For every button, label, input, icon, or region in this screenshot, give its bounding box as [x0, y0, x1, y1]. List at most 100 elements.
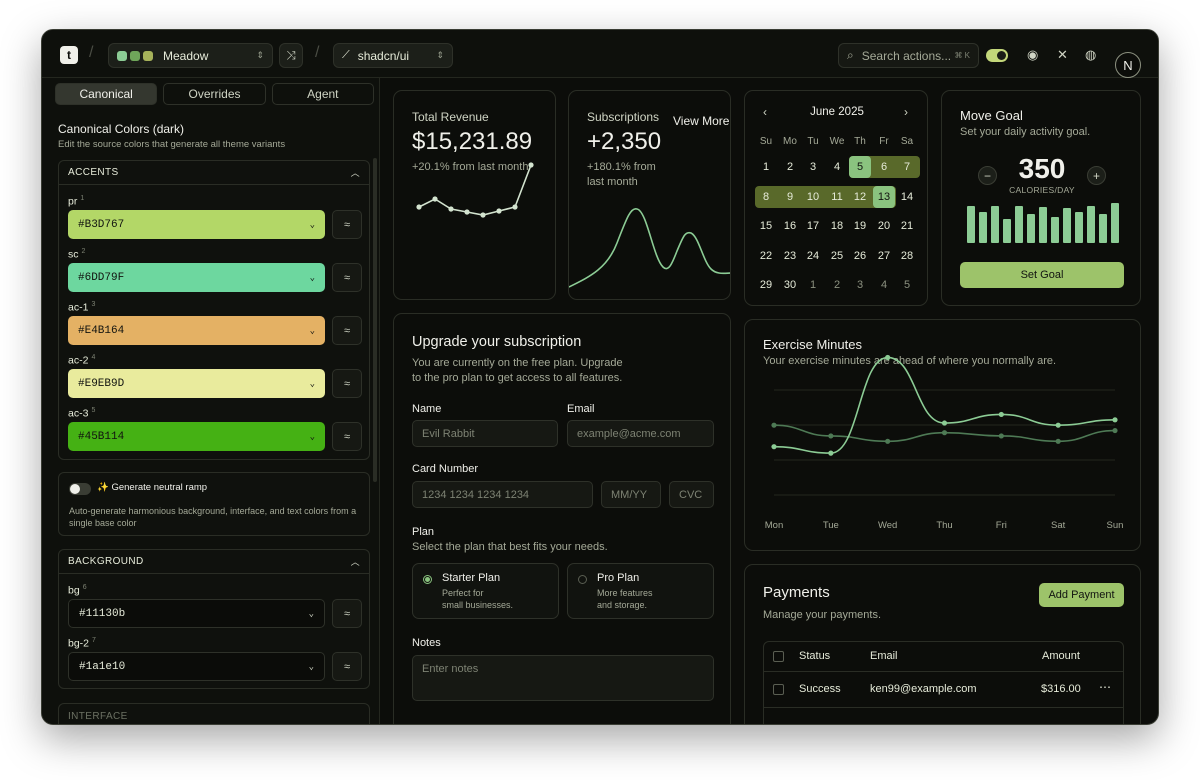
exercise-point — [885, 354, 891, 361]
calendar-day[interactable]: 7 — [903, 161, 911, 173]
plan-option-starter[interactable]: Starter Plan Perfect for small businesses… — [412, 563, 559, 619]
color-value-select[interactable]: #B3D767 ⌄ — [68, 210, 325, 239]
calendar-day[interactable]: 3 — [809, 161, 817, 173]
calendar-day[interactable]: 10 — [806, 190, 820, 203]
set-goal-button[interactable]: Set Goal — [960, 262, 1124, 288]
calendar-day[interactable]: 4 — [880, 279, 888, 291]
calendar-day[interactable]: 4 — [833, 161, 841, 173]
registry-selector[interactable]: ⟋ shadcn/ui ⇕ — [333, 43, 453, 68]
cvc-placeholder: CVC — [679, 488, 703, 501]
color-options-button[interactable]: ≈ — [332, 599, 362, 628]
calendar-day[interactable]: 1 — [762, 161, 770, 173]
color-value-select[interactable]: #11130b ⌄ — [68, 599, 325, 628]
color-options-button[interactable]: ≈ — [332, 316, 362, 345]
github-icon[interactable]: ◉ — [1027, 47, 1039, 62]
card-number-input[interactable]: 1234 1234 1234 1234 — [412, 481, 593, 508]
calendar-day[interactable]: 20 — [877, 220, 891, 232]
color-options-button[interactable]: ≈ — [332, 210, 362, 239]
color-value-select[interactable]: #E4B164 ⌄ — [68, 316, 325, 345]
cvc-input[interactable]: CVC — [669, 481, 714, 508]
interface-header[interactable]: INTERFACE — [59, 704, 369, 724]
notes-textarea[interactable]: Enter notes — [412, 655, 714, 701]
calendar-day[interactable]: 14 — [900, 190, 914, 203]
color-value-select[interactable]: #6DD79F ⌄ — [68, 263, 325, 292]
calendar-day[interactable]: 2 — [786, 161, 794, 173]
radio-unselected[interactable] — [578, 575, 587, 584]
upgrade-desc-1: You are currently on the free plan. Upgr… — [412, 357, 623, 369]
discord-icon[interactable]: ◍ — [1085, 47, 1097, 62]
color-value-select[interactable]: #45B114 ⌄ — [68, 422, 325, 451]
calendar-day[interactable]: 12 — [853, 190, 867, 203]
color-label-text: bg-2 — [68, 637, 90, 650]
shuffle-button[interactable]: ⤨ — [279, 43, 303, 68]
col-amount[interactable]: Amount — [1042, 650, 1080, 662]
calendar-day[interactable]: 25 — [830, 249, 844, 262]
col-status[interactable]: Status — [799, 650, 831, 662]
section-title: INTERFACE — [68, 710, 128, 722]
email-input[interactable]: example@acme.com — [567, 420, 714, 447]
subscriptions-title: Subscriptions — [587, 110, 660, 124]
more-icon[interactable]: ⋯ — [1099, 680, 1111, 694]
calendar-day[interactable]: 13 — [873, 185, 895, 208]
next-month-button[interactable]: › — [904, 105, 908, 119]
view-more-link[interactable]: View More — [673, 114, 730, 128]
color-value-select[interactable]: #1a1e10 ⌄ — [68, 652, 325, 681]
calendar-day[interactable]: 5 — [849, 156, 871, 178]
calendar-day[interactable]: 21 — [900, 220, 914, 232]
calendar-day[interactable]: 6 — [880, 161, 888, 173]
avatar[interactable]: N — [1115, 52, 1141, 78]
neutral-ramp-switch[interactable] — [69, 483, 91, 495]
calendar-day[interactable]: 27 — [877, 249, 891, 262]
theme-color-dot — [117, 50, 127, 61]
add-payment-button[interactable]: Add Payment — [1039, 583, 1124, 607]
theme-selector[interactable]: Meadow ⇕ — [108, 43, 273, 68]
calendar-day[interactable]: 16 — [783, 220, 797, 232]
col-email[interactable]: Email — [870, 650, 898, 662]
radio-selected[interactable] — [423, 575, 432, 584]
calendar-day[interactable]: 29 — [759, 279, 773, 291]
color-label-text: bg — [68, 584, 80, 597]
name-input[interactable]: Evil Rabbit — [412, 420, 558, 447]
tab-overrides[interactable]: Overrides — [163, 83, 266, 105]
expiry-input[interactable]: MM/YY — [601, 481, 661, 508]
calendar-day[interactable]: 17 — [806, 220, 820, 232]
select-all-checkbox[interactable] — [773, 651, 784, 662]
color-value-select[interactable]: #E9EB9D ⌄ — [68, 369, 325, 398]
calendar-day[interactable]: 3 — [856, 279, 864, 291]
calendar-day[interactable]: 26 — [853, 249, 867, 262]
calendar-day[interactable]: 24 — [806, 249, 820, 262]
calendar-day[interactable]: 18 — [830, 220, 844, 232]
x-icon[interactable]: ✕ — [1057, 47, 1068, 62]
tab-agent[interactable]: Agent — [271, 83, 374, 105]
dark-mode-toggle[interactable] — [986, 49, 1008, 62]
color-options-button[interactable]: ≈ — [332, 652, 362, 681]
calendar-day[interactable]: 28 — [900, 249, 914, 262]
calendar-day[interactable]: 15 — [759, 220, 773, 232]
background-header[interactable]: BACKGROUND ︿ — [59, 550, 369, 574]
calendar-day[interactable]: 30 — [783, 279, 797, 291]
color-options-button[interactable]: ≈ — [332, 263, 362, 292]
calendar-day[interactable]: 2 — [833, 279, 841, 291]
calendar-day[interactable]: 22 — [759, 249, 773, 262]
calendar-day[interactable]: 9 — [786, 190, 794, 203]
prev-month-button[interactable]: ‹ — [763, 105, 767, 119]
color-options-button[interactable]: ≈ — [332, 422, 362, 451]
calendar-day[interactable]: 19 — [853, 220, 867, 232]
calendar-day[interactable]: 1 — [809, 279, 817, 291]
calendar-day[interactable]: 8 — [762, 190, 770, 203]
tab-canonical[interactable]: Canonical — [55, 83, 158, 105]
plan-desc-line: and storage. — [597, 600, 648, 610]
color-options-button[interactable]: ≈ — [332, 369, 362, 398]
plan-option-pro[interactable]: Pro Plan More features and storage. — [567, 563, 714, 619]
search-input[interactable]: ⌕ Search actions... ⌘ K — [838, 43, 979, 68]
weekday-label: Su — [759, 136, 773, 147]
row-checkbox[interactable] — [773, 684, 784, 695]
calendar-day[interactable]: 23 — [783, 249, 797, 262]
sidebar-scrollbar[interactable] — [373, 158, 377, 482]
increase-button[interactable]: + — [1087, 166, 1106, 185]
calendar-day[interactable]: 11 — [831, 190, 843, 203]
app-logo[interactable]: t — [60, 46, 78, 64]
decrease-button[interactable]: − — [978, 166, 997, 185]
calendar-day[interactable]: 5 — [903, 279, 911, 291]
accents-header[interactable]: ACCENTS ︿ — [59, 161, 369, 185]
